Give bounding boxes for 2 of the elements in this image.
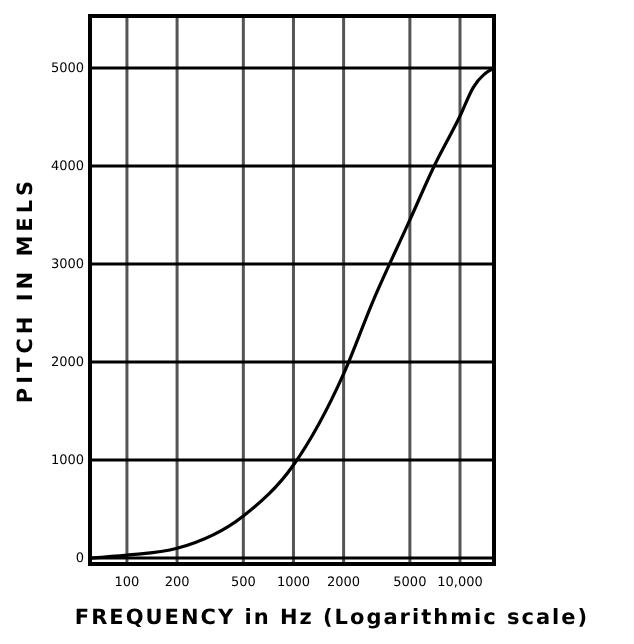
y-axis-title: PITCH IN MELS xyxy=(14,176,38,404)
x-axis-title: FREQUENCY in Hz (Logarithmic scale) xyxy=(74,606,590,630)
